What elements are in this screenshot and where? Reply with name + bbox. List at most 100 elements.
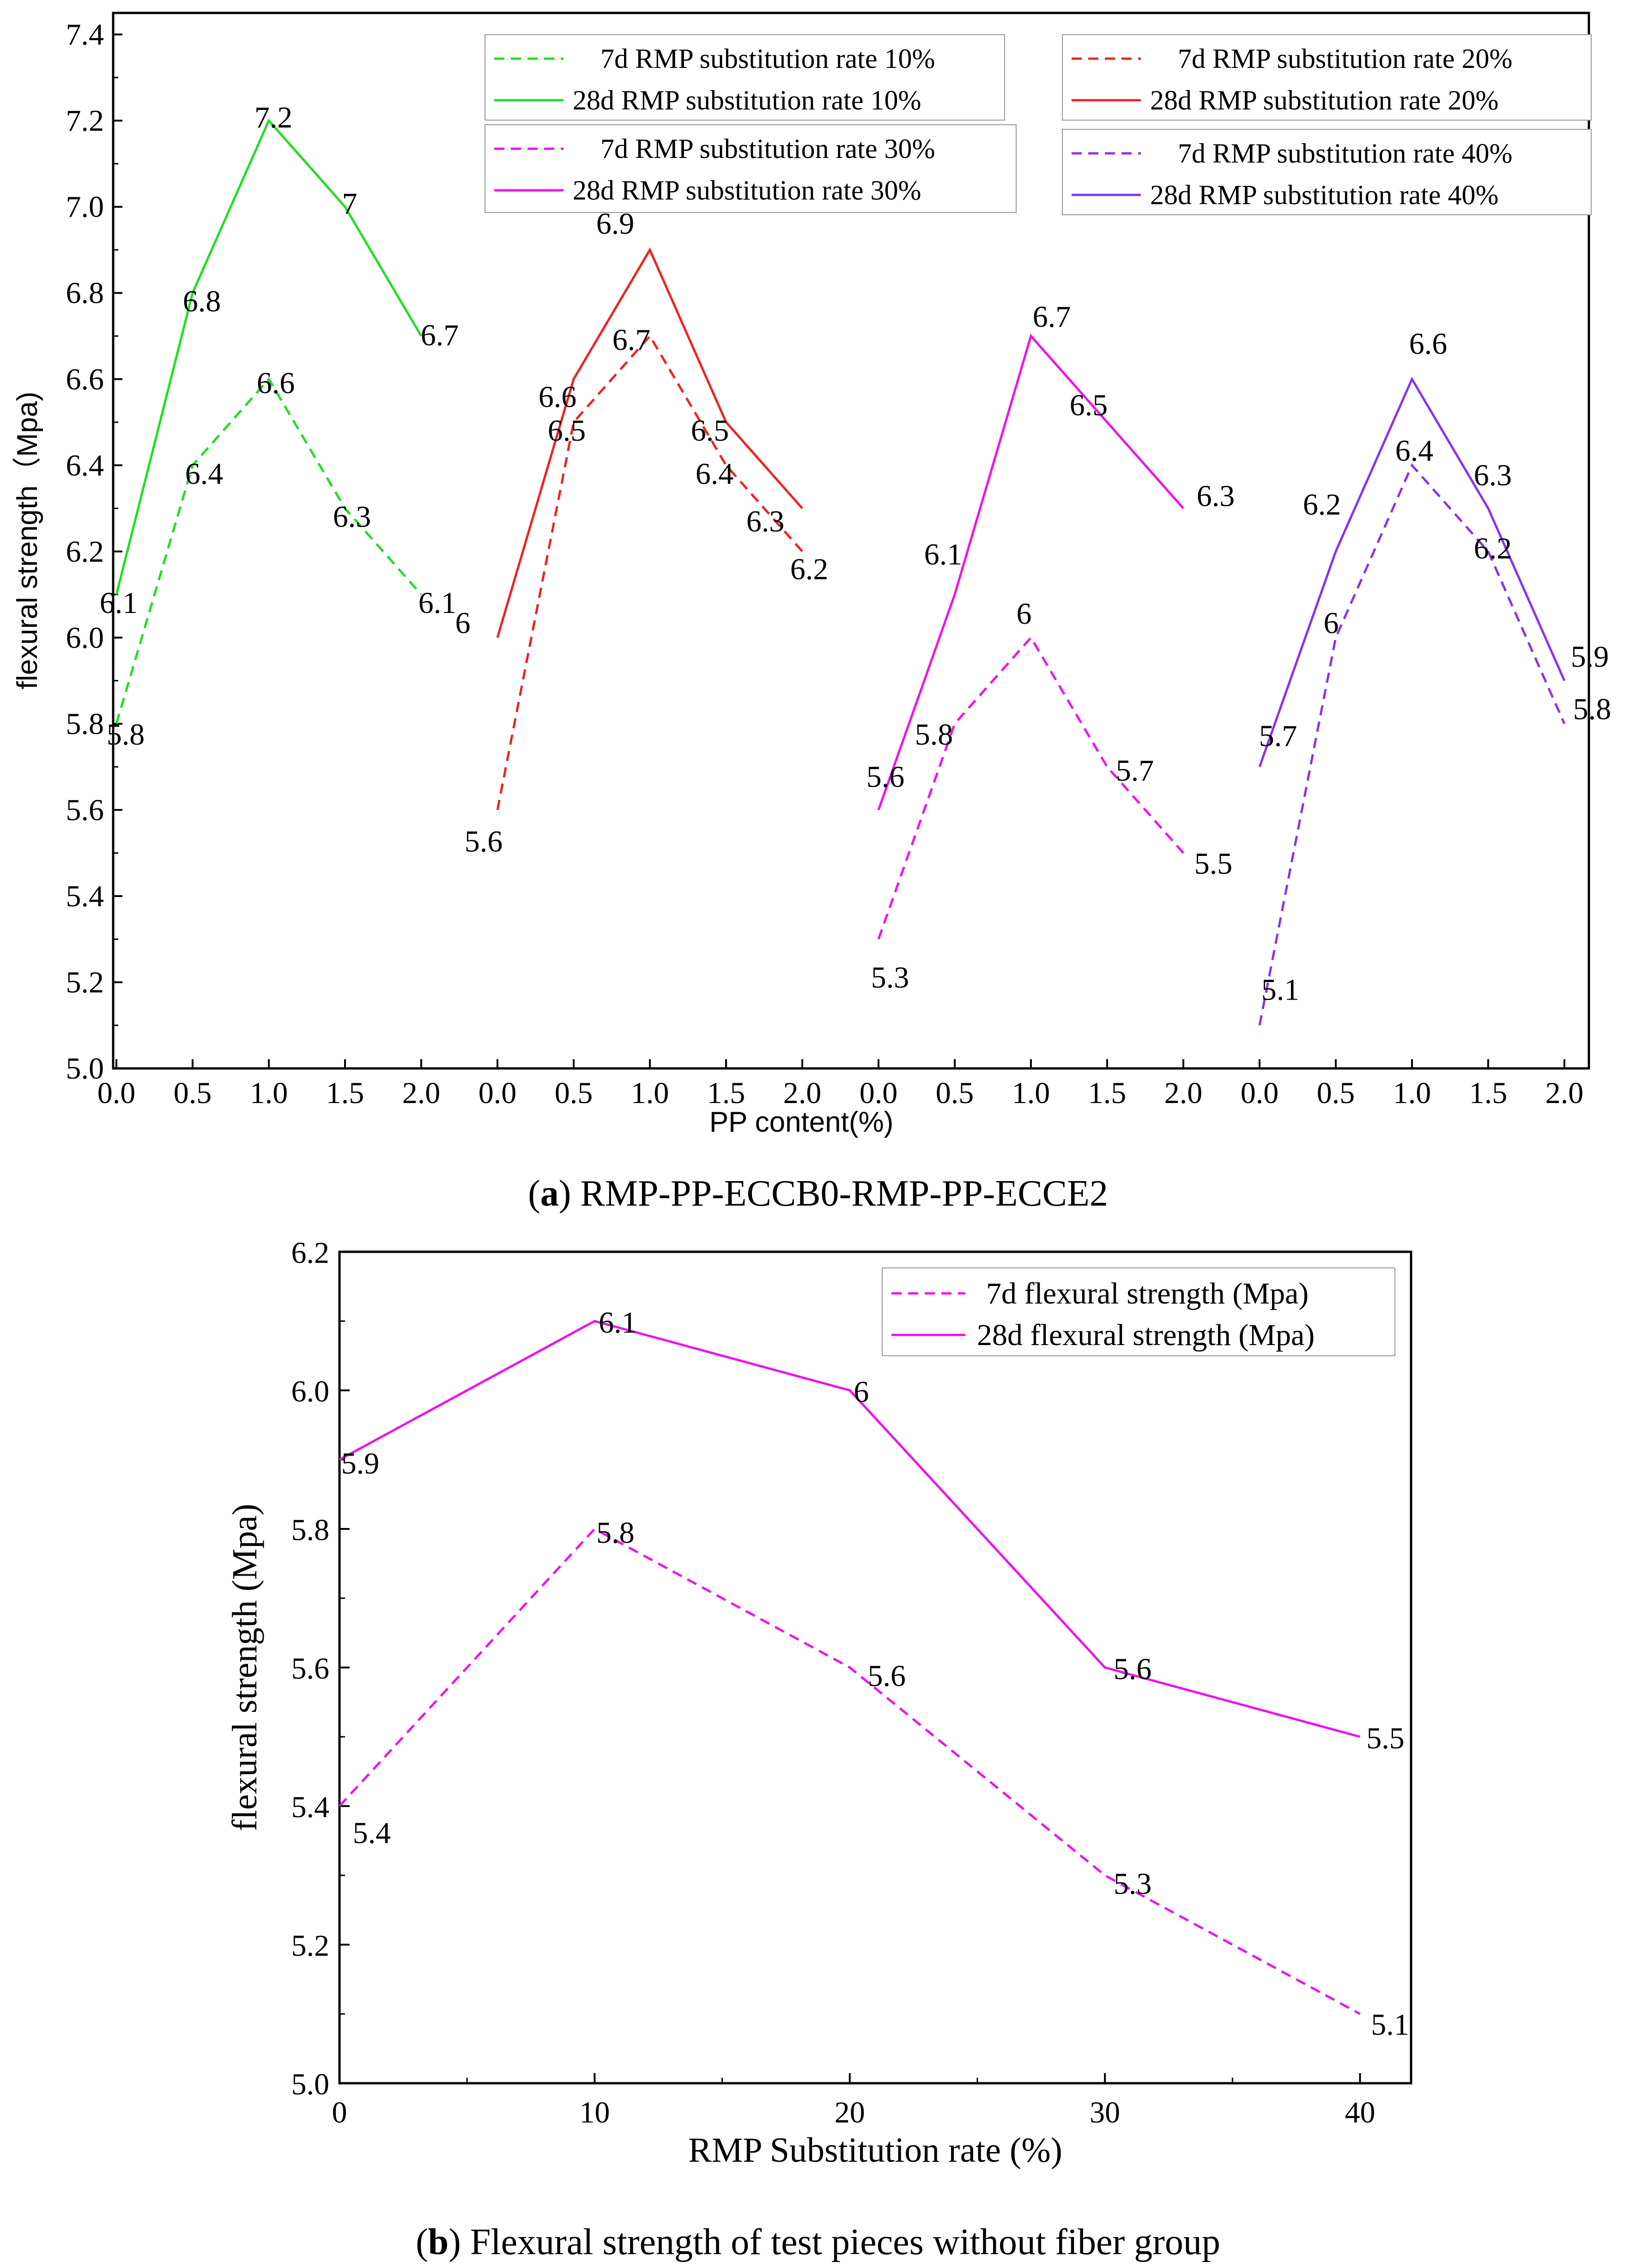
y-tick-label: 5.6	[66, 793, 104, 827]
data-label: 5.5	[1194, 847, 1233, 881]
data-label: 6.5	[691, 414, 729, 448]
data-label: 6.4	[696, 457, 734, 491]
legend-label: 7d RMP substitution rate 40%	[1178, 138, 1512, 169]
data-label: 6.3	[746, 505, 785, 539]
data-label: 6.4	[185, 457, 224, 491]
y-tick-label: 5.6	[291, 1652, 330, 1686]
data-label: 5.6	[465, 825, 503, 858]
panel-a-plot-frame	[112, 12, 1590, 1070]
data-label: 6	[455, 606, 471, 640]
data-label: 5.3	[871, 961, 909, 995]
data-label: 5.8	[107, 718, 145, 752]
panel-b-series	[339, 1320, 1361, 2015]
panel-a-y-axis-label: flexural strength（Mpa)	[12, 392, 43, 689]
data-label: 6.8	[183, 285, 221, 318]
data-label: 6.5	[548, 414, 586, 448]
panel-a-series	[115, 118, 1566, 1026]
y-tick-label: 6.2	[291, 1236, 330, 1270]
x-tick-label: 1.0	[1012, 1076, 1050, 1110]
y-tick-label: 7.2	[66, 104, 104, 138]
x-tick-label: 0.0	[97, 1076, 136, 1110]
x-tick-label: 1.5	[707, 1076, 745, 1110]
data-label: 5.3	[1114, 1867, 1152, 1901]
data-label: 6.7	[1033, 300, 1071, 334]
y-tick-label: 6.6	[66, 363, 104, 396]
data-label: 6.2	[790, 552, 829, 586]
legend-box-10	[485, 34, 1005, 121]
panel-b-chart: 5.05.25.45.65.86.06.2 0 10 20 30 40 5.45.85.…	[225, 1236, 1412, 2262]
y-tick-label: 5.4	[66, 879, 104, 913]
y-tick-label: 5.2	[291, 1929, 330, 1963]
legend-box-40	[1062, 129, 1592, 215]
x-tick-label: 2.0	[402, 1076, 441, 1110]
panel-a-y-ticks: 5.0 5.2 5.4 5.6 5.8 6.0 6.2 6.4 6.6 6.8 7.0 7.2 7.4	[66, 18, 122, 1085]
x-tick-label: 0.5	[936, 1076, 974, 1110]
data-label: 6.1	[924, 538, 963, 571]
data-label: 6.1	[100, 586, 138, 620]
data-label: 6.1	[418, 586, 457, 620]
series-line-7d	[339, 1527, 1361, 2015]
data-label: 5.7	[1116, 754, 1154, 788]
x-tick-label: 1.5	[1088, 1076, 1127, 1110]
data-label: 6.7	[421, 318, 459, 352]
y-tick-label: 5.4	[291, 1790, 330, 1824]
x-tick-label: 0.5	[174, 1076, 212, 1110]
y-tick-label: 7.0	[66, 190, 104, 224]
x-tick-label: 0.0	[1241, 1076, 1279, 1110]
series-line-28d-group-3	[877, 334, 1184, 811]
panel-a-caption: (a) RMP-PP-ECCB0-RMP-PP-ECCE2	[528, 1173, 1108, 1214]
series-line-28d-group-2	[496, 247, 803, 638]
series-line-7d-group-3	[877, 636, 1184, 940]
x-tick-label: 0	[332, 2096, 347, 2129]
y-tick-label: 5.0	[66, 1052, 104, 1085]
legend-label: 28d RMP substitution rate 20%	[1150, 85, 1498, 115]
data-label: 5.1	[1371, 2008, 1409, 2042]
series-line-28d	[339, 1320, 1361, 1738]
x-tick-label: 2.0	[1164, 1076, 1203, 1110]
legend-label: 28d flexural strength (Mpa)	[977, 1318, 1315, 1352]
x-tick-label: 20	[835, 2096, 865, 2129]
data-label: 6.6	[257, 366, 295, 400]
x-tick-label: 30	[1090, 2096, 1120, 2129]
y-tick-label: 5.2	[66, 965, 104, 999]
x-tick-label: 40	[1345, 2096, 1375, 2129]
series-line-7d-group-1	[115, 377, 422, 724]
data-label: 5.9	[1571, 640, 1609, 674]
panel-a-x-axis-label: PP content(%)	[709, 1106, 894, 1138]
data-label: 5.9	[341, 1447, 380, 1480]
legend-label: 28d RMP substitution rate 30%	[573, 175, 921, 206]
data-label: 5.8	[915, 718, 953, 752]
series-line-28d-group-4	[1258, 376, 1566, 767]
series-line-7d-group-2	[496, 334, 803, 810]
data-label: 6.7	[612, 323, 651, 357]
y-tick-label: 5.0	[291, 2068, 330, 2101]
data-label: 5.5	[1366, 1722, 1405, 1755]
y-tick-label: 6.2	[66, 535, 104, 569]
data-label: 5.8	[596, 1516, 635, 1550]
data-label: 5.6	[866, 760, 905, 794]
panel-b-legend-box	[882, 1267, 1395, 1356]
panel-b-legend: 7d flexural strength (Mpa) 28d flexural s…	[891, 1277, 1315, 1352]
x-tick-label: 2.0	[1545, 1076, 1584, 1110]
x-tick-label: 1.5	[326, 1076, 364, 1110]
series-line-28d-group-1	[115, 118, 423, 595]
data-label: 6	[854, 1375, 869, 1409]
panel-a-data-labels: 5.8 6.4 6.6 6.3 6.1 6.1 6.8 7.2 7 6.7 5.6 6.5 6.7 6.4…	[100, 101, 1612, 1007]
data-label: 6.2	[1303, 488, 1341, 522]
x-tick-label: 1.0	[1393, 1076, 1431, 1110]
legend-box-30	[485, 124, 1017, 213]
y-tick-label: 6.4	[66, 449, 104, 482]
panel-b-y-ticks: 5.0 5.2 5.4 5.6 5.8 6.0 6.2	[291, 1236, 350, 2101]
legend-label: 7d RMP substitution rate 20%	[1178, 43, 1512, 74]
legend-label: 7d RMP substitution rate 10%	[600, 43, 935, 74]
x-tick-label: 10	[579, 2096, 610, 2129]
data-label: 6.4	[1395, 434, 1434, 467]
data-label: 5.4	[353, 1816, 391, 1850]
data-label: 6.1	[599, 1306, 637, 1340]
x-tick-label: 0.0	[860, 1076, 898, 1110]
x-tick-label: 0.5	[1317, 1076, 1355, 1110]
y-tick-label: 6.0	[291, 1375, 330, 1408]
data-label: 5.8	[1573, 692, 1612, 726]
data-label: 6	[1017, 597, 1032, 631]
